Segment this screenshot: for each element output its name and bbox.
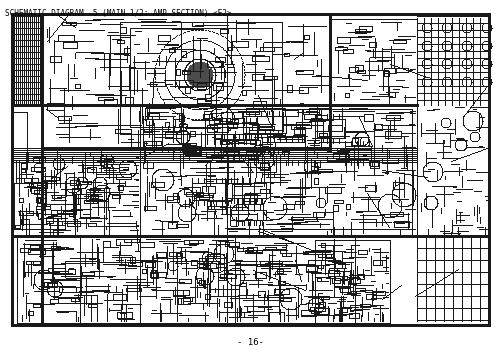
Text: - 16-: - 16- [236,338,264,347]
Text: SCHEMATIC DIAGRAM -5 (MAIN 1/2: AMP SECTION) <E2>: SCHEMATIC DIAGRAM -5 (MAIN 1/2: AMP SECT… [5,9,232,18]
